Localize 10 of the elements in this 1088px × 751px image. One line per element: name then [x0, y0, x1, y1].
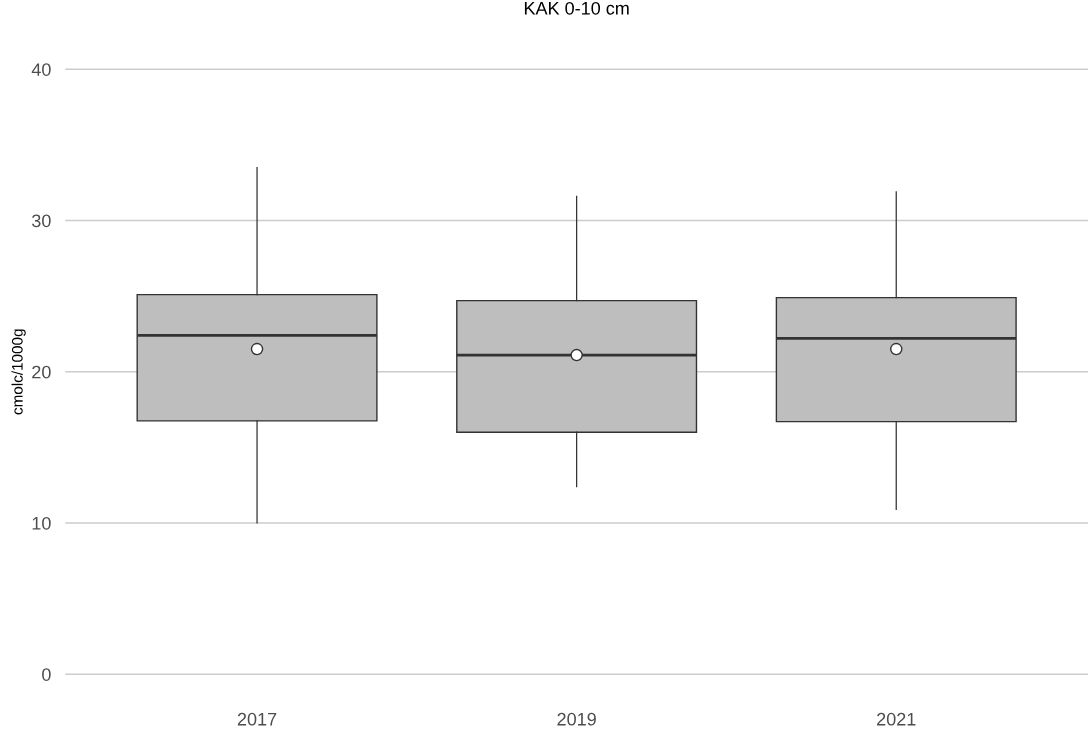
x-tick-label: 2021	[877, 712, 916, 726]
y-tick-label: 10	[32, 516, 51, 530]
y-tick-label: 20	[32, 365, 51, 379]
y-tick-label: 0	[42, 668, 51, 681]
x-tick-label: 2019	[557, 712, 596, 726]
y-axis-title: cmolc/1000g	[11, 329, 26, 415]
chart-title: KAK 0-10 cm	[524, 1, 629, 15]
x-tick-label: 2017	[237, 712, 277, 726]
y-tick-label: 30	[32, 214, 51, 228]
y-tick-label: 40	[31, 63, 51, 76]
